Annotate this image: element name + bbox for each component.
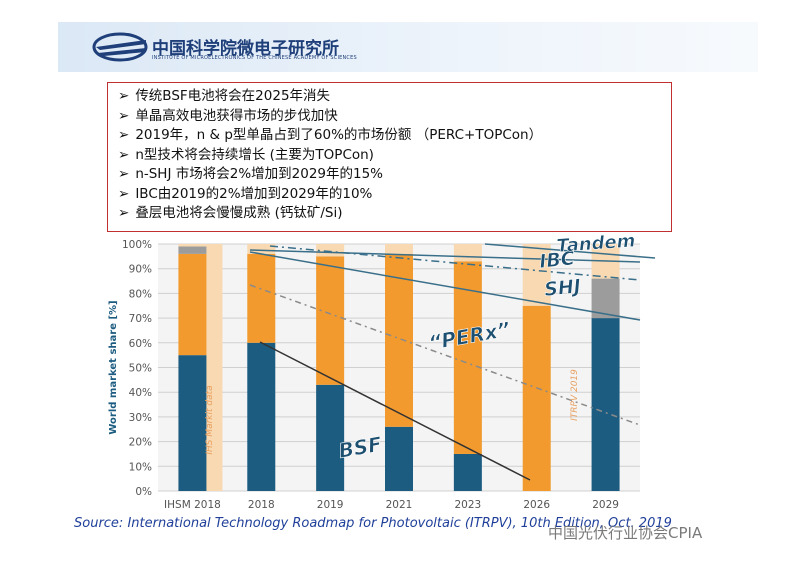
annotation: IBC: [538, 247, 576, 273]
bar-segment: [178, 253, 207, 356]
source: Source: International Technology Roadmap…: [74, 516, 672, 531]
bullet: ➢ 传统BSF电池将会在2025年消失: [118, 87, 671, 107]
bullet-text: IBC由2019的2%增加到2029年的10%: [135, 185, 373, 202]
bullet-icon: ➢: [118, 205, 130, 221]
bar-segment: [178, 244, 207, 247]
bullet-icon: ➢: [118, 185, 130, 202]
x-tick-label: 2018: [248, 499, 275, 511]
y-tick-label: 90%: [129, 264, 152, 276]
bullet-icon: ➢: [118, 146, 130, 163]
bullet: ➢ 2019年，n & p型单晶占到了60%的市场份额 （PERC+TOPCon）: [118, 126, 671, 146]
bar-segment: [316, 256, 345, 385]
bullet: ➢ IBC由2019的2%增加到2029年的10%: [118, 185, 671, 205]
bullet-box: ➢ 传统BSF电池将会在2025年消失 ➢ 单晶高效电池获得市场的步伐加快 ➢ 2019年…: [107, 82, 672, 232]
y-tick-label: 40%: [129, 387, 152, 399]
trend-line: [249, 251, 641, 321]
logo-title: 中国科学院微电子研究所: [152, 39, 339, 59]
bar-segment: [247, 244, 276, 254]
trend-line: [484, 243, 656, 259]
y-tick-label: 10%: [129, 461, 152, 473]
bar-segment: [247, 342, 276, 491]
bullet-text: n型技术将会持续增长 (主要为TOPCon): [135, 146, 374, 163]
bar-segment: [385, 253, 413, 427]
trend-line: [269, 245, 641, 281]
source-band: [206, 244, 223, 491]
bar-segment: [178, 246, 207, 254]
bar-segment: [453, 244, 482, 262]
bar-segment: [522, 244, 551, 306]
trend-line: [249, 249, 641, 263]
x-tick-label: 2019: [317, 499, 344, 511]
bullet-text: 单晶高效电池获得市场的步伐加快: [135, 107, 338, 124]
bar-segment: [591, 278, 620, 319]
y-tick-label: 100%: [122, 239, 152, 251]
bullet: ➢ 单晶高效电池获得市场的步伐加快: [118, 107, 671, 127]
bar-segment: [316, 384, 345, 491]
bullet-text: n-SHJ 市场将会2%增加到2029年的15%: [135, 166, 384, 182]
y-tick-label: 20%: [129, 437, 152, 449]
bar-segment: [247, 253, 276, 343]
bar-segment: [453, 261, 482, 454]
watermark: 中国光伏行业协会CPIA: [548, 524, 703, 542]
annotation: IHS Markit data: [205, 385, 215, 454]
annotation: ITRPV 2019: [570, 369, 580, 421]
bullet: ➢ n型技术将会持续增长 (主要为TOPCon): [118, 146, 671, 166]
y-axis-label: World market share [%]: [108, 300, 119, 434]
bullet-text: 叠层电池将会慢慢成熟 (钙钛矿/Si): [135, 205, 343, 221]
bullet-icon: ➢: [118, 88, 130, 104]
y-tick-label: 60%: [129, 338, 152, 350]
x-tick-label: 2026: [523, 499, 550, 511]
y-tick-label: 0%: [135, 486, 152, 498]
bullet-icon: ➢: [118, 127, 130, 143]
trend-line: [249, 284, 641, 426]
annotation: BSF: [337, 432, 384, 463]
bullet-text: 2019年，n & p型单晶占到了60%的市场份额 （PERC+TOPCon）: [135, 127, 543, 143]
bar-segment: [453, 453, 482, 491]
x-tick-label: 2029: [592, 499, 619, 511]
y-tick-label: 30%: [129, 412, 152, 424]
bar-segment: [591, 318, 620, 491]
bullet-icon: ➢: [118, 166, 130, 182]
annotation: SHJ: [543, 275, 582, 301]
bullet-icon: ➢: [118, 107, 130, 124]
y-tick-label: 80%: [129, 288, 152, 300]
bar-segment: [178, 355, 207, 491]
y-tick-label: 70%: [129, 313, 152, 325]
bar-segment: [522, 305, 551, 491]
x-tick-label: IHSM 2018: [164, 499, 221, 511]
bar-segment: [316, 244, 345, 257]
bar-segment: [385, 244, 413, 254]
bullet: ➢ 叠层电池将会慢慢成熟 (钙钛矿/Si): [118, 204, 671, 224]
header-band: [58, 22, 758, 72]
trend-line: [259, 341, 531, 481]
bullet: ➢ n-SHJ 市场将会2%增加到2029年的15%: [118, 165, 671, 185]
bullet-text: 传统BSF电池将会在2025年消失: [135, 88, 331, 104]
x-tick-label: 2023: [454, 499, 481, 511]
logo-subtitle: INSTITUTE OF MICROELECTRONICS OF THE CHI…: [152, 55, 357, 61]
bar-segment: [385, 426, 413, 491]
x-tick-label: 2021: [386, 499, 413, 511]
y-tick-label: 50%: [129, 363, 152, 375]
logo-icon: [92, 32, 148, 62]
